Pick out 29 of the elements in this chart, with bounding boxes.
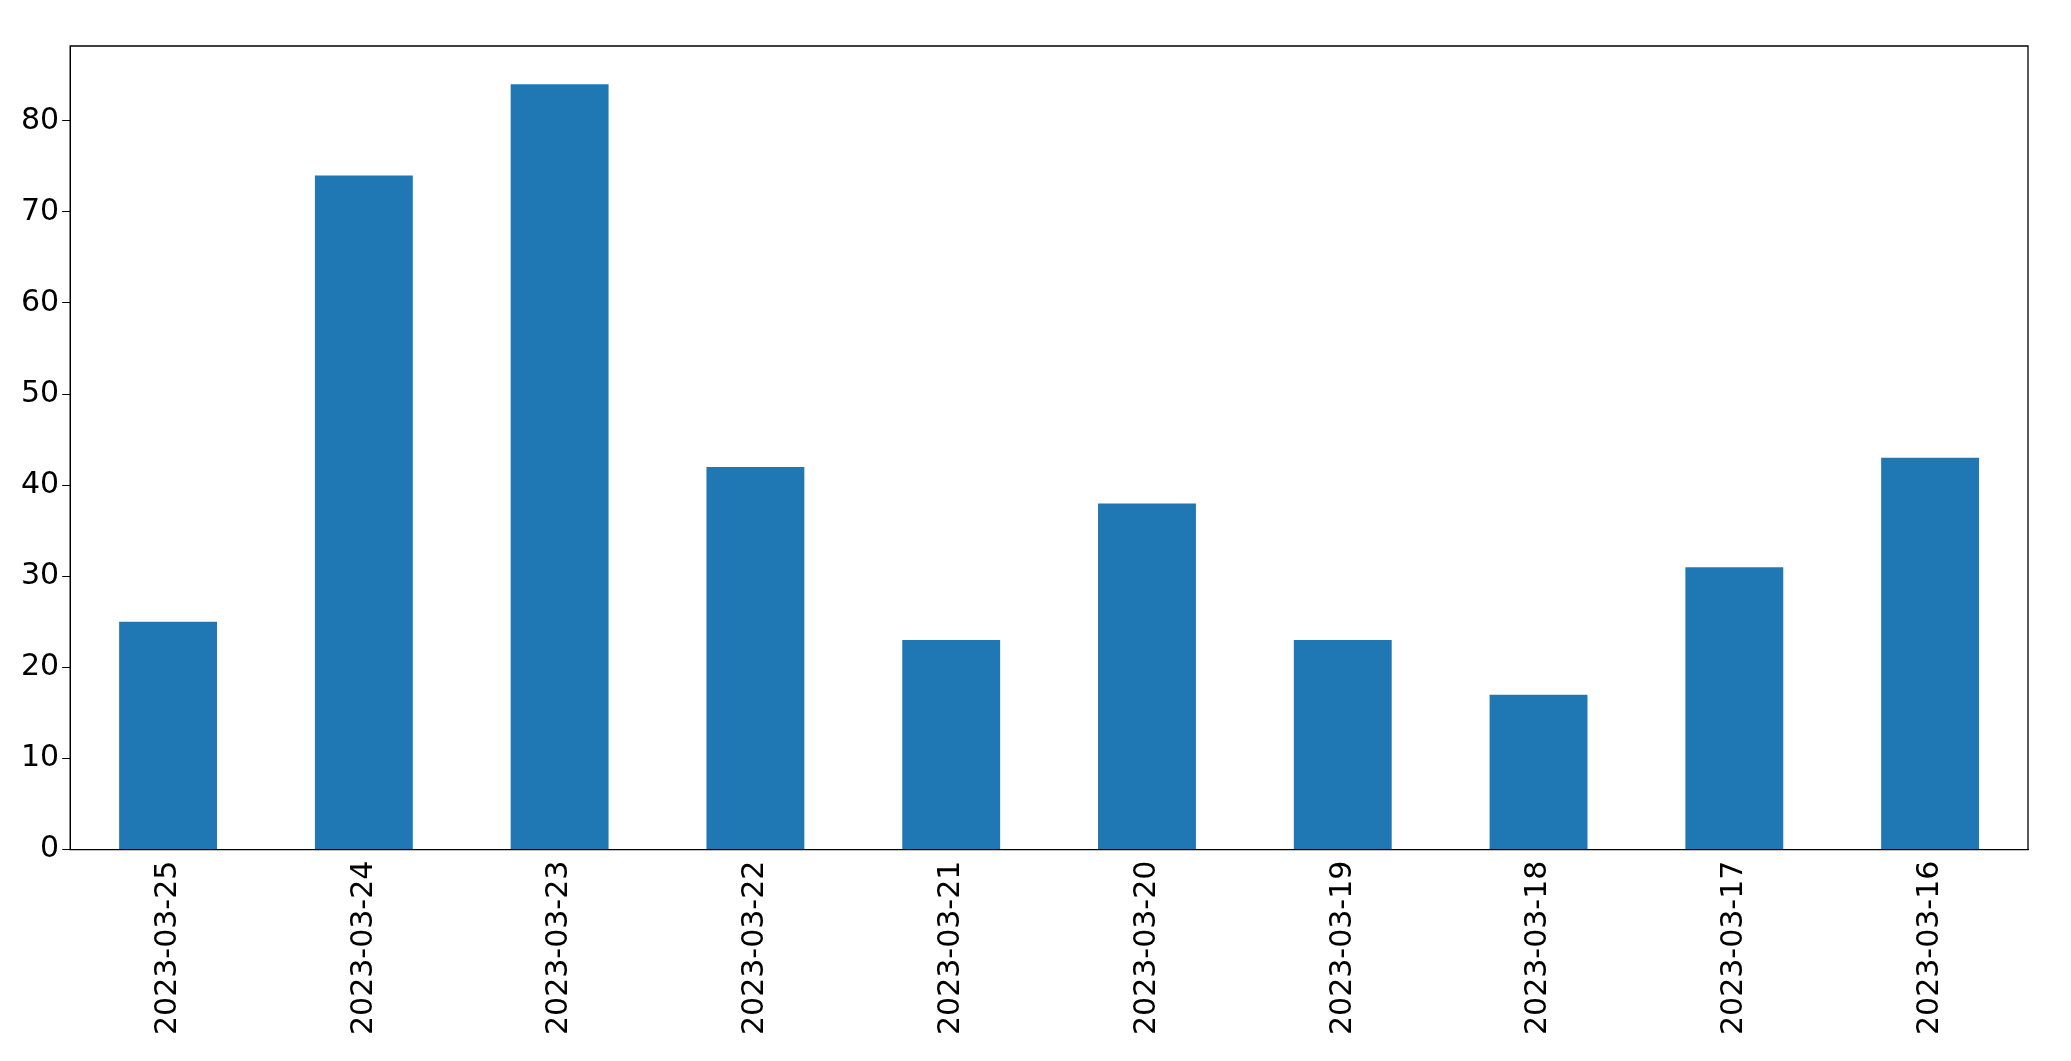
bar bbox=[1489, 694, 1588, 850]
x-tick-label: 2023-03-23 bbox=[539, 860, 575, 1036]
x-tick-label: 2023-03-16 bbox=[1909, 860, 1945, 1036]
y-tick-label: 80 bbox=[20, 100, 60, 136]
bar bbox=[1881, 457, 1980, 850]
y-tick-label: 20 bbox=[20, 647, 60, 683]
x-tick-label: 2023-03-24 bbox=[343, 860, 379, 1036]
x-tick-label: 2023-03-19 bbox=[1322, 860, 1358, 1036]
bar bbox=[1685, 567, 1784, 850]
bar bbox=[902, 640, 1001, 850]
bar bbox=[1293, 640, 1392, 850]
x-tick-label: 2023-03-18 bbox=[1518, 860, 1554, 1036]
y-tick-label: 0 bbox=[40, 829, 60, 865]
bar bbox=[1098, 503, 1196, 850]
x-tick-label: 2023-03-25 bbox=[147, 860, 183, 1036]
bar bbox=[314, 175, 413, 850]
x-tick-label: 2023-03-17 bbox=[1714, 860, 1750, 1036]
x-tick-label: 2023-03-21 bbox=[930, 860, 966, 1036]
y-tick-label: 30 bbox=[20, 556, 60, 592]
y-tick-label: 60 bbox=[20, 282, 60, 318]
y-tick-label: 50 bbox=[20, 373, 60, 409]
bar bbox=[510, 84, 609, 850]
x-tick-label: 2023-03-22 bbox=[735, 860, 771, 1036]
y-tick-label: 40 bbox=[20, 464, 60, 500]
x-tick-label: 2023-03-20 bbox=[1126, 860, 1162, 1036]
y-tick-label: 70 bbox=[20, 191, 60, 227]
bar bbox=[119, 621, 218, 850]
y-tick-label: 10 bbox=[20, 738, 60, 774]
bar bbox=[706, 466, 805, 850]
